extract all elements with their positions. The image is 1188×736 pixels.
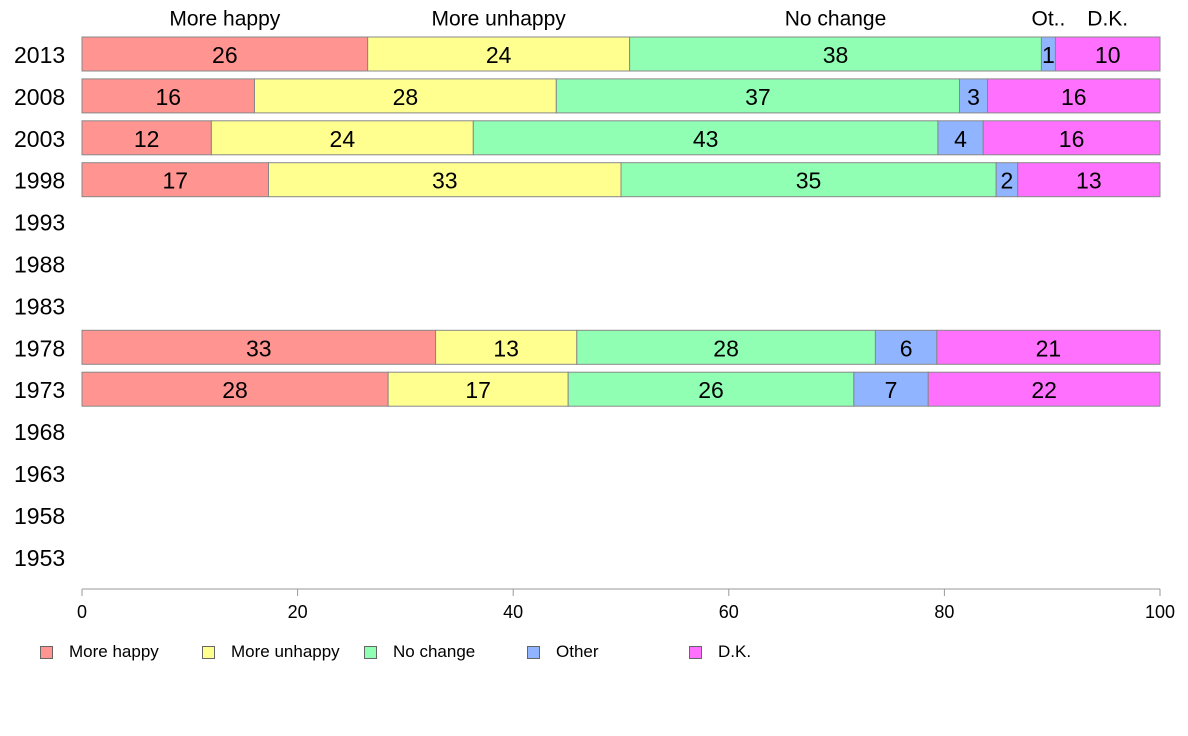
bar-segment bbox=[210, 120, 474, 156]
y-tick-label: 1998 bbox=[14, 168, 65, 194]
legend-item-dk: D.K. bbox=[689, 640, 751, 664]
y-tick-label: 1978 bbox=[14, 335, 65, 361]
bar-segment bbox=[81, 371, 389, 407]
column-header: No change bbox=[785, 8, 887, 31]
bar-segment bbox=[936, 329, 1161, 365]
x-tick-label: 60 bbox=[719, 602, 739, 622]
data-label: 13 bbox=[1076, 168, 1102, 194]
legend-label: Other bbox=[556, 642, 599, 661]
column-header: Ot.. bbox=[1032, 8, 1066, 31]
y-tick-label: 1953 bbox=[14, 545, 65, 571]
data-label: 10 bbox=[1095, 42, 1121, 68]
bar-segment bbox=[267, 162, 622, 198]
bar-segment bbox=[958, 78, 989, 114]
legend-swatch-more-happy bbox=[40, 645, 53, 659]
data-label: 16 bbox=[1061, 84, 1087, 110]
legend-label: More happy bbox=[69, 642, 159, 661]
data-label: 6 bbox=[900, 335, 913, 361]
bar-segment bbox=[555, 78, 960, 114]
bar-segment bbox=[987, 78, 1161, 114]
y-tick-label: 1988 bbox=[14, 252, 65, 278]
data-label: 35 bbox=[796, 168, 822, 194]
data-label: 3 bbox=[967, 84, 980, 110]
data-label: 28 bbox=[222, 377, 248, 403]
data-label: 21 bbox=[1036, 335, 1062, 361]
bar-segment bbox=[620, 162, 997, 198]
data-label: 17 bbox=[162, 168, 188, 194]
legend-item-more-happy: More happy bbox=[40, 640, 159, 664]
bar-segment bbox=[853, 371, 929, 407]
y-tick-label: 1983 bbox=[14, 293, 65, 319]
y-tick-label: 1958 bbox=[14, 503, 65, 529]
x-tick-label: 20 bbox=[288, 602, 308, 622]
legend-swatch-other bbox=[527, 645, 540, 659]
data-label: 22 bbox=[1031, 377, 1057, 403]
legend-swatch-no-change bbox=[364, 645, 377, 659]
data-label: 17 bbox=[465, 377, 491, 403]
data-label: 1 bbox=[1042, 42, 1055, 68]
bar-segment bbox=[81, 78, 255, 114]
x-tick-label: 40 bbox=[503, 602, 523, 622]
bar-segment bbox=[472, 120, 939, 156]
bar-segment bbox=[937, 120, 984, 156]
bar-segment bbox=[81, 36, 369, 72]
bar-segment bbox=[927, 371, 1161, 407]
data-label: 33 bbox=[246, 335, 272, 361]
data-label: 4 bbox=[954, 126, 967, 152]
data-label: 28 bbox=[713, 335, 739, 361]
bar-segment bbox=[1054, 36, 1161, 72]
legend-item-more-unhappy: More unhappy bbox=[202, 640, 340, 664]
data-label: 7 bbox=[885, 377, 898, 403]
y-tick-label: 1968 bbox=[14, 419, 65, 445]
column-header: More unhappy bbox=[432, 8, 567, 31]
y-tick-label: 1963 bbox=[14, 461, 65, 487]
data-label: 2 bbox=[1001, 168, 1014, 194]
legend-swatch-more-unhappy bbox=[202, 645, 215, 659]
data-label: 38 bbox=[823, 42, 849, 68]
y-tick-label: 1973 bbox=[14, 377, 65, 403]
x-tick-label: 100 bbox=[1145, 602, 1175, 622]
legend-label: No change bbox=[393, 642, 476, 661]
y-tick-label: 2013 bbox=[14, 42, 65, 68]
bar-segment bbox=[576, 329, 876, 365]
bar-segment bbox=[982, 120, 1161, 156]
data-label: 16 bbox=[1059, 126, 1085, 152]
legend-label: D.K. bbox=[718, 642, 752, 661]
data-label: 26 bbox=[698, 377, 724, 403]
column-header: D.K. bbox=[1087, 8, 1128, 31]
bar-segment bbox=[81, 162, 269, 198]
data-label: 37 bbox=[745, 84, 771, 110]
bar-segment bbox=[567, 371, 855, 407]
y-tick-label: 2008 bbox=[14, 84, 65, 110]
data-label: 26 bbox=[212, 42, 238, 68]
data-label: 33 bbox=[432, 168, 458, 194]
legend-swatch-dk bbox=[689, 645, 702, 659]
legend: More happy More unhappy No change Other … bbox=[0, 640, 1188, 664]
bar-segment bbox=[629, 36, 1042, 72]
legend-item-other: Other bbox=[527, 640, 599, 664]
data-label: 28 bbox=[393, 84, 419, 110]
bar-segment bbox=[253, 78, 557, 114]
x-tick-label: 0 bbox=[77, 602, 87, 622]
y-tick-label: 1993 bbox=[14, 210, 65, 236]
y-tick-label: 2003 bbox=[14, 126, 65, 152]
data-label: 13 bbox=[493, 335, 519, 361]
data-label: 24 bbox=[486, 42, 512, 68]
data-label: 16 bbox=[155, 84, 181, 110]
data-label: 24 bbox=[330, 126, 356, 152]
bar-segment bbox=[81, 120, 212, 156]
legend-item-no-change: No change bbox=[364, 640, 475, 664]
x-tick-label: 80 bbox=[934, 602, 954, 622]
data-label: 12 bbox=[134, 126, 160, 152]
bar-segment bbox=[1017, 162, 1161, 198]
bar-segment bbox=[367, 36, 631, 72]
legend-label: More unhappy bbox=[231, 642, 340, 661]
data-label: 43 bbox=[693, 126, 719, 152]
column-header: More happy bbox=[169, 8, 280, 31]
